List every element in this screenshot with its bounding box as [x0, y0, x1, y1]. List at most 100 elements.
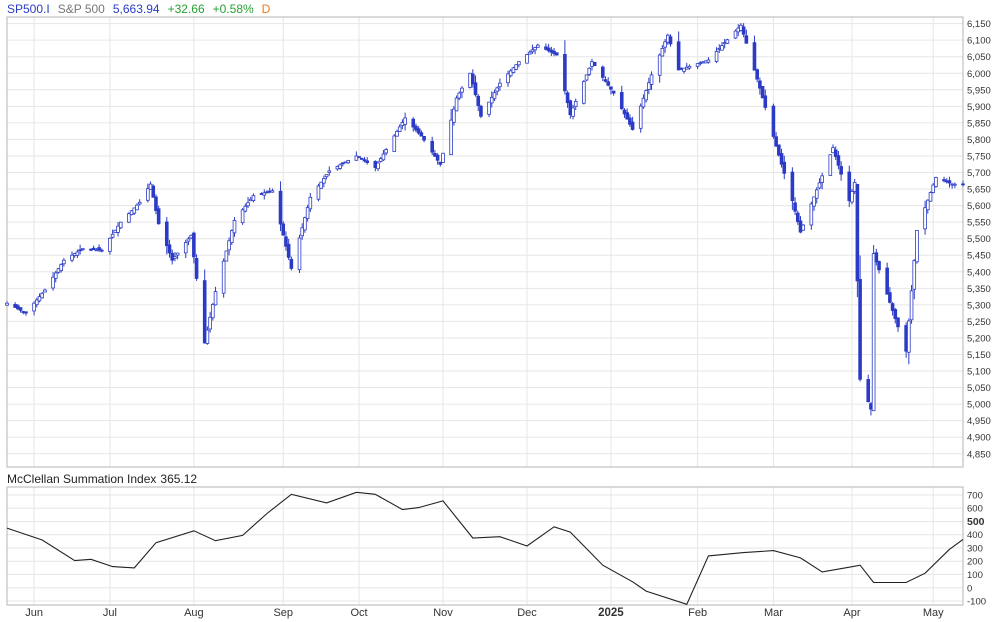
candle-down	[154, 196, 158, 211]
candle-down	[877, 261, 881, 271]
candle-up	[698, 62, 703, 65]
candle-up	[146, 188, 150, 201]
indicator-y-tick-label: 100	[967, 570, 983, 581]
candle-up	[571, 107, 575, 117]
candle-up	[324, 174, 329, 178]
candle-down	[774, 136, 778, 147]
candle-down	[414, 125, 418, 131]
candle-up	[246, 202, 250, 207]
indicator-y-tick-label: 0	[967, 583, 972, 594]
candle-up	[376, 162, 380, 170]
candle-down	[554, 52, 559, 56]
candle-up	[687, 65, 692, 69]
candle-down	[839, 166, 843, 175]
candle-up	[34, 299, 39, 306]
candle-down	[942, 179, 946, 182]
candle-down	[896, 317, 900, 328]
candle-up	[392, 135, 397, 152]
candle-up	[208, 316, 212, 330]
frequency-label[interactable]: D	[261, 2, 271, 16]
candle-down	[741, 26, 746, 35]
candle-down	[611, 90, 616, 94]
candle-up	[211, 304, 215, 319]
candle-up	[81, 248, 85, 251]
candle-up	[649, 74, 654, 85]
symbol-label[interactable]: SP500.I	[7, 2, 50, 16]
candle-down	[91, 247, 96, 250]
candle-up	[506, 73, 510, 84]
indicator-y-tick-label: 400	[967, 530, 983, 541]
x-tick-label: Apr	[843, 607, 860, 619]
candle-up	[384, 149, 388, 154]
candle-down	[744, 35, 749, 44]
candle-down	[167, 244, 172, 254]
candle-up	[871, 253, 876, 412]
candle-up	[508, 70, 513, 77]
candle-up	[43, 289, 47, 293]
price-y-tick-label: 5,950	[967, 85, 991, 96]
candle-up	[62, 259, 66, 265]
candle-up	[533, 47, 537, 51]
candle-up	[850, 191, 854, 203]
candle-down	[603, 79, 608, 82]
candle-down	[192, 232, 196, 258]
price-change-percent: +0.58%	[212, 2, 254, 16]
candle-up	[457, 92, 462, 99]
candle-up	[205, 329, 210, 344]
candle-up	[682, 67, 686, 72]
candle-up	[110, 233, 115, 238]
candle-down	[281, 223, 286, 236]
candle-down	[782, 161, 787, 174]
candle-up	[923, 207, 927, 230]
candle-up	[137, 201, 142, 205]
candle-up	[224, 250, 229, 262]
candle-down	[779, 153, 784, 165]
candle-up	[221, 260, 226, 294]
candle-down	[628, 117, 632, 125]
candle-up	[714, 50, 719, 62]
candle-down	[755, 69, 759, 80]
candle-up	[395, 131, 399, 137]
candle-up	[517, 61, 521, 66]
candle-down	[858, 279, 862, 380]
candle-down	[411, 118, 416, 128]
price-y-tick-label: 6,150	[967, 19, 991, 30]
price-y-tick-label: 5,300	[967, 300, 991, 311]
price-y-tick-label: 5,550	[967, 218, 991, 229]
candle-down	[676, 41, 681, 71]
candle-down	[435, 154, 440, 161]
candle-down	[795, 212, 800, 222]
candle-down	[156, 208, 161, 225]
price-y-tick-label: 5,450	[967, 251, 991, 262]
candle-up	[213, 291, 218, 306]
candle-up	[820, 175, 824, 183]
candle-down	[565, 92, 570, 104]
price-y-tick-label: 5,850	[967, 118, 991, 129]
candle-down	[947, 180, 952, 184]
candle-up	[240, 209, 245, 224]
candle-down	[833, 149, 838, 157]
price-y-tick-label: 4,900	[967, 433, 991, 444]
candle-up	[814, 189, 819, 199]
candle-down	[874, 252, 879, 263]
x-tick-label: Sep	[273, 607, 293, 619]
x-tick-label: 2025	[598, 607, 624, 619]
x-tick-label: Feb	[688, 607, 707, 619]
candle-up	[441, 152, 445, 163]
price-y-tick-label: 5,150	[967, 350, 991, 361]
indicator-y-tick-label: -100	[967, 597, 986, 608]
candle-down	[473, 82, 478, 96]
candle-down	[622, 109, 627, 115]
candle-down	[278, 190, 283, 225]
candle-up	[452, 108, 456, 123]
candle-down	[855, 183, 860, 282]
candle-up	[725, 39, 730, 44]
candle-up	[32, 302, 36, 312]
x-tick-label: Jun	[25, 607, 43, 619]
candle-up	[262, 192, 267, 196]
candle-down	[284, 236, 288, 247]
price-y-tick-label: 5,500	[967, 234, 991, 245]
candle-up	[297, 237, 302, 271]
candle-down	[630, 121, 635, 130]
candle-up	[243, 205, 248, 212]
